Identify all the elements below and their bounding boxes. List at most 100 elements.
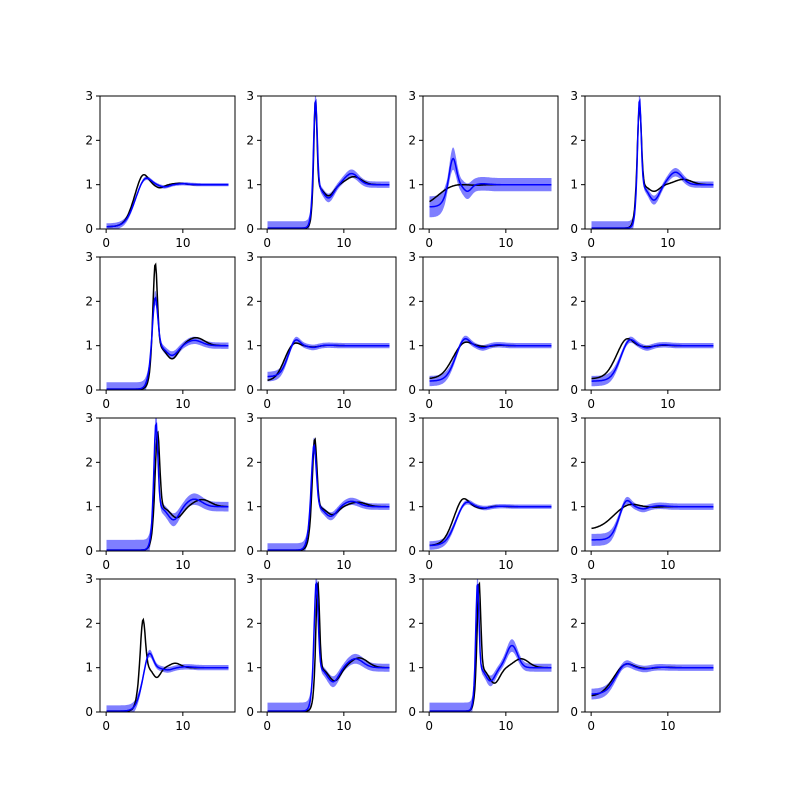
prediction-band [429, 579, 552, 712]
y-tick-label: 2 [570, 616, 578, 630]
plot-area [106, 617, 229, 712]
subplot-14: 0 1 2 3 0 10 [246, 572, 397, 733]
prediction-band [429, 147, 552, 218]
plot-area [429, 497, 552, 550]
reference-line [591, 104, 714, 229]
subplot-8: 0 1 2 3 0 10 [570, 250, 721, 411]
y-tick-label: 3 [85, 250, 93, 264]
prediction-line [106, 296, 229, 390]
x-tick-label: 0 [263, 719, 271, 733]
y-tick-label: 0 [246, 383, 254, 397]
reference-line [429, 581, 552, 712]
prediction-band [591, 660, 714, 700]
prediction-line [591, 98, 714, 229]
y-tick-label: 3 [570, 411, 578, 425]
y-tick-label: 1 [85, 339, 93, 353]
y-tick-label: 1 [408, 500, 416, 514]
prediction-line [106, 421, 229, 551]
plot-area [267, 579, 390, 712]
axes-frame [99, 417, 236, 552]
x-tick-label: 10 [175, 558, 190, 572]
x-tick-label: 0 [587, 558, 595, 572]
plot-area [429, 335, 552, 387]
prediction-line [591, 338, 714, 382]
y-tick-label: 0 [246, 222, 254, 236]
prediction-line [429, 338, 552, 382]
prediction-line [267, 339, 390, 378]
axes-frame [422, 578, 559, 713]
x-tick-label: 0 [425, 719, 433, 733]
y-tick-label: 1 [246, 178, 254, 192]
y-tick-label: 0 [408, 383, 416, 397]
prediction-line [429, 583, 552, 712]
x-tick-label: 0 [425, 558, 433, 572]
y-tick-label: 1 [570, 661, 578, 675]
subplot-12: 0 1 2 3 0 10 [570, 411, 721, 572]
y-tick-label: 3 [85, 411, 93, 425]
y-tick-label: 3 [246, 250, 254, 264]
x-tick-label: 10 [498, 719, 513, 733]
prediction-band [267, 336, 390, 382]
prediction-line [106, 652, 229, 712]
subplot-9: 0 1 2 3 0 10 [85, 411, 236, 572]
y-tick-label: 2 [408, 455, 416, 469]
axes-frame [99, 578, 236, 713]
prediction-band [106, 649, 229, 712]
y-tick-label: 1 [246, 500, 254, 514]
subplot-6: 0 1 2 3 0 10 [246, 250, 397, 411]
y-tick-label: 3 [408, 89, 416, 103]
y-tick-label: 2 [85, 616, 93, 630]
axes-frame [99, 256, 236, 391]
reference-line [106, 262, 229, 390]
y-tick-label: 3 [408, 250, 416, 264]
subplot-10: 0 1 2 3 0 10 [246, 411, 397, 572]
axes-frame [422, 417, 559, 552]
prediction-line [591, 499, 714, 541]
y-tick-label: 2 [246, 616, 254, 630]
plot-area [267, 336, 390, 382]
y-tick-label: 0 [570, 544, 578, 558]
y-tick-label: 1 [570, 500, 578, 514]
y-tick-label: 0 [246, 544, 254, 558]
prediction-line [267, 98, 390, 229]
y-tick-label: 2 [246, 133, 254, 147]
reference-line [267, 580, 390, 712]
y-tick-label: 1 [85, 661, 93, 675]
y-tick-label: 0 [85, 705, 93, 719]
y-tick-label: 3 [246, 411, 254, 425]
y-tick-label: 2 [85, 455, 93, 469]
y-tick-label: 3 [85, 572, 93, 586]
axes-frame [422, 95, 559, 230]
x-tick-label: 0 [587, 236, 595, 250]
y-tick-label: 1 [570, 339, 578, 353]
y-tick-label: 3 [570, 250, 578, 264]
prediction-line [267, 443, 390, 551]
reference-line [267, 101, 390, 229]
y-tick-label: 3 [570, 89, 578, 103]
axes-frame [584, 578, 721, 713]
y-tick-label: 2 [246, 294, 254, 308]
y-tick-label: 2 [85, 133, 93, 147]
x-tick-label: 0 [102, 558, 110, 572]
plot-area [429, 579, 552, 712]
y-tick-label: 0 [570, 222, 578, 236]
y-tick-label: 0 [85, 383, 93, 397]
y-tick-label: 3 [408, 572, 416, 586]
x-tick-label: 10 [336, 719, 351, 733]
reference-line [106, 430, 229, 551]
plot-area [106, 173, 229, 229]
subplot-16: 0 1 2 3 0 10 [570, 572, 721, 733]
y-tick-label: 3 [570, 572, 578, 586]
x-tick-label: 0 [425, 397, 433, 411]
y-tick-label: 3 [85, 89, 93, 103]
y-tick-label: 0 [408, 705, 416, 719]
x-tick-label: 0 [102, 397, 110, 411]
subplot-4: 0 1 2 3 0 10 [570, 89, 721, 250]
y-tick-label: 2 [570, 294, 578, 308]
prediction-band [591, 336, 714, 387]
prediction-band [106, 418, 229, 551]
x-tick-label: 10 [660, 558, 675, 572]
subplot-7: 0 1 2 3 0 10 [408, 250, 559, 411]
subplot-15: 0 1 2 3 0 10 [408, 572, 559, 733]
y-tick-label: 1 [408, 661, 416, 675]
